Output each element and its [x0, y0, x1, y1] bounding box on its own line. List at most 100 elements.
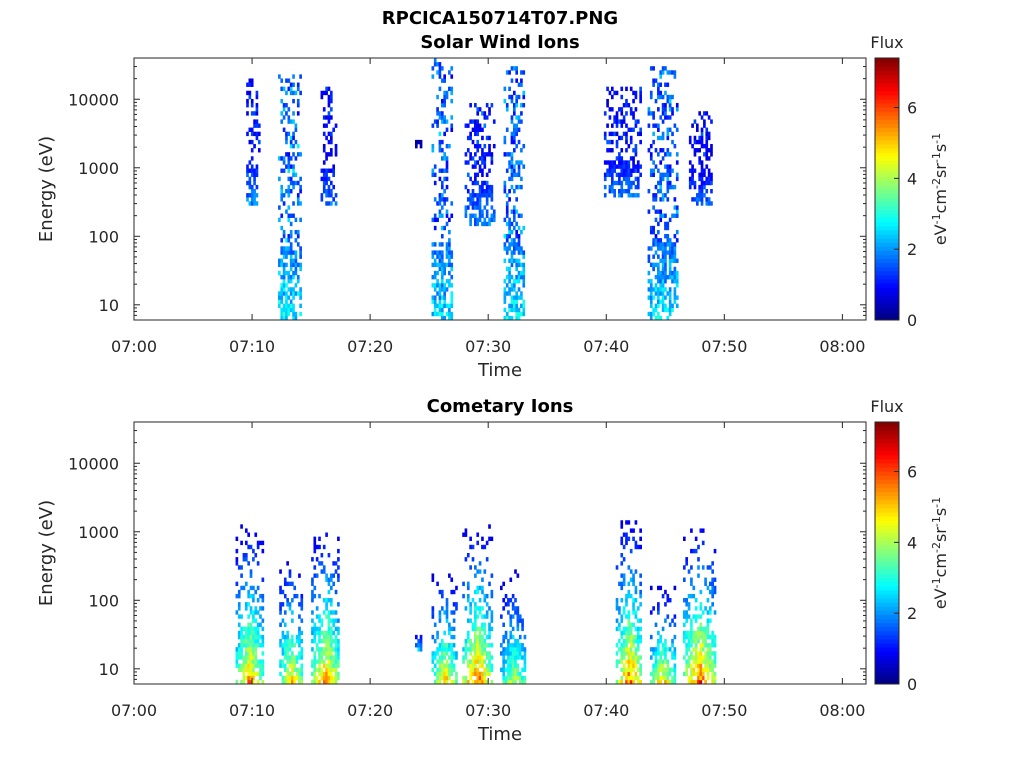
flux-cell — [610, 180, 614, 186]
flux-cell — [294, 217, 298, 223]
flux-cell — [647, 148, 651, 153]
flux-cell — [659, 238, 663, 243]
flux-cell — [629, 651, 633, 656]
flux-cell — [285, 189, 288, 194]
flux-cell — [252, 667, 255, 673]
flux-cell — [690, 528, 693, 533]
flux-cell — [629, 593, 633, 599]
flux-cell — [443, 74, 446, 79]
flux-cell — [325, 651, 328, 656]
flux-cell — [666, 197, 670, 202]
flux-cell — [252, 626, 255, 632]
flux-cell — [283, 643, 287, 648]
flux-cell — [652, 647, 655, 652]
flux-cell — [431, 651, 435, 656]
flux-cell — [431, 242, 435, 247]
flux-cell — [431, 74, 435, 79]
flux-cell — [476, 172, 480, 178]
flux-cell — [464, 532, 468, 537]
flux-cell — [474, 602, 477, 607]
flux-cell — [657, 238, 660, 243]
flux-cell — [615, 565, 619, 570]
flux-cell — [661, 295, 665, 300]
flux-cell — [683, 671, 686, 677]
flux-cell — [252, 557, 255, 562]
flux-cell — [517, 184, 521, 190]
flux-cell — [510, 283, 514, 288]
flux-cell — [488, 643, 491, 648]
flux-cell — [711, 651, 714, 656]
flux-cell — [438, 213, 442, 218]
flux-cell — [671, 643, 674, 648]
flux-cell — [247, 544, 250, 550]
flux-cell — [452, 626, 456, 632]
flux-cell — [520, 246, 523, 251]
flux-cell — [417, 643, 421, 648]
flux-cell — [516, 667, 520, 673]
flux-cell — [431, 123, 435, 128]
flux-cell — [664, 618, 667, 623]
spectrogram-cells — [246, 58, 713, 321]
flux-cell — [517, 274, 521, 280]
flux-cell — [329, 135, 333, 141]
flux-cell — [711, 643, 714, 648]
flux-cell — [474, 172, 477, 178]
colorbar-swatch — [875, 307, 899, 313]
flux-cell — [636, 647, 640, 652]
flux-cell — [664, 193, 667, 198]
flux-cell — [476, 626, 480, 632]
flux-cell — [462, 593, 465, 599]
flux-cell — [280, 258, 284, 263]
flux-cell — [661, 254, 665, 259]
flux-cell — [252, 630, 255, 636]
flux-cell — [620, 675, 624, 681]
colorbar-swatch — [875, 266, 899, 272]
flux-cell — [414, 634, 418, 640]
flux-cell — [481, 606, 484, 611]
flux-cell — [287, 193, 291, 198]
flux-cell — [675, 279, 679, 284]
flux-cell — [627, 536, 631, 542]
flux-cell — [440, 279, 444, 284]
flux-cell — [474, 618, 477, 623]
flux-cell — [699, 622, 703, 627]
flux-cell — [329, 598, 333, 603]
flux-cell — [325, 180, 328, 186]
flux-cell — [438, 74, 442, 79]
flux-cell — [657, 671, 660, 677]
flux-cell — [249, 675, 253, 681]
flux-cell — [235, 659, 239, 664]
colorbar-swatch — [875, 434, 899, 439]
flux-cell — [438, 675, 442, 681]
flux-cell — [436, 94, 439, 100]
flux-cell — [327, 189, 331, 194]
flux-cell — [249, 585, 253, 591]
flux-cell — [666, 614, 670, 619]
flux-cell — [634, 659, 638, 664]
flux-cell — [248, 82, 252, 87]
flux-cell — [512, 107, 516, 112]
flux-cell — [691, 143, 694, 149]
flux-cell — [322, 659, 326, 664]
flux-cell — [440, 638, 444, 644]
flux-cell — [478, 671, 482, 677]
flux-cell — [445, 303, 449, 309]
flux-cell — [654, 659, 658, 664]
flux-cell — [292, 258, 295, 263]
flux-cell — [664, 679, 667, 685]
flux-cell — [259, 675, 262, 681]
flux-cell — [675, 160, 679, 165]
flux-cell — [438, 610, 442, 615]
flux-cell — [647, 209, 651, 214]
flux-cell — [639, 90, 642, 96]
flux-cell — [483, 614, 487, 619]
flux-cell — [462, 532, 465, 537]
flux-cell — [248, 94, 252, 100]
flux-cell — [671, 675, 674, 681]
flux-cell — [508, 86, 511, 92]
flux-cell — [659, 115, 663, 120]
flux-cell — [474, 217, 477, 223]
flux-cell — [299, 189, 302, 194]
flux-cell — [293, 593, 297, 599]
flux-cell — [661, 213, 665, 218]
